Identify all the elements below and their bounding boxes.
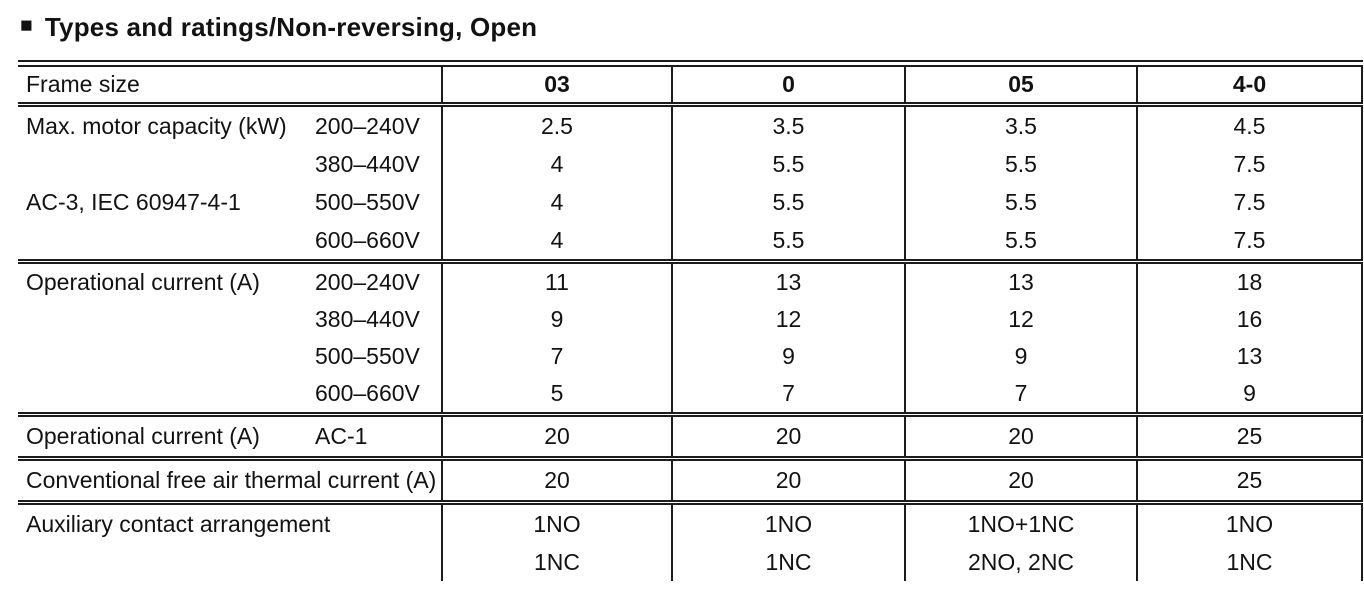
voltage-label: 500–550V xyxy=(315,189,420,215)
cell-value: 7 xyxy=(1014,380,1028,406)
section-title: ■ Types and ratings/Non-reversing, Open xyxy=(20,12,1364,42)
voltage-label: 200–240V xyxy=(315,269,420,295)
cell-value: 5.5 xyxy=(1005,227,1037,253)
voltage-labels: 200–240V 380–440V 500–550V 600–660V xyxy=(315,107,441,259)
row-label-standard: AC-3, IEC 60947-4-1 xyxy=(26,189,241,215)
cell-value: 20 xyxy=(904,456,1137,503)
cell-value: 13 xyxy=(775,269,802,295)
voltage-labels: 200–240V 380–440V 500–550V 600–660V xyxy=(315,264,441,412)
row-label: Operational current (A) xyxy=(26,423,260,449)
square-bullet-icon: ■ xyxy=(20,14,33,37)
cell-value: 13 xyxy=(1008,269,1034,295)
cell-value: 7 xyxy=(550,343,564,369)
voltage-label: 600–660V xyxy=(315,227,420,253)
row-label: Max. motor capacity (kW) xyxy=(26,113,287,139)
cell-value: 5 xyxy=(550,380,564,406)
row-label: Conventional free air thermal current (A… xyxy=(26,467,437,493)
cell-value: 13 xyxy=(1236,343,1263,369)
cell-value: 20 xyxy=(441,456,672,503)
cell-value: 5.5 xyxy=(1005,189,1037,215)
value-cell-col-0: 3.5 5.5 5.5 5.5 xyxy=(671,102,905,262)
cell-value: 4 xyxy=(550,227,564,253)
voltage-label: 200–240V xyxy=(315,113,420,139)
table-header-row: Frame size 03 0 05 4-0 xyxy=(18,60,1363,105)
section-motor-capacity: Max. motor capacity (kW) AC-3, IEC 60947… xyxy=(18,102,1363,262)
value-cell-col-0: 1NO 1NC xyxy=(671,500,905,581)
col-header-0: 0 xyxy=(671,60,905,105)
cell-value: 4.5 xyxy=(1233,113,1266,139)
value-cell-col-4-0: 18 16 13 9 xyxy=(1136,259,1363,415)
row-label: Operational current (A) xyxy=(26,269,260,295)
row-label-motor-capacity: Max. motor capacity (kW) AC-3, IEC 60947… xyxy=(18,107,315,259)
section-auxiliary-contacts: Auxiliary contact arrangement 1NO 1NC 1N… xyxy=(18,500,1363,581)
cell-value: 2NO, 2NC xyxy=(967,549,1075,575)
cell-value: 5.5 xyxy=(772,227,805,253)
cell-value: 20 xyxy=(904,412,1137,459)
cell-value: 2.5 xyxy=(541,113,573,139)
section-operational-current-ac1: Operational current (A) AC-1 20 20 20 25 xyxy=(18,412,1363,459)
value-cell-col-05: 13 12 9 7 xyxy=(904,259,1137,415)
voltage-label: 500–550V xyxy=(315,343,420,369)
cell-value: 4 xyxy=(550,189,564,215)
cell-value: 9 xyxy=(782,343,795,369)
cell-value: 1NC xyxy=(533,549,580,575)
voltage-label: 380–440V xyxy=(315,151,420,177)
cell-value: 7.5 xyxy=(1233,151,1266,177)
value-cell-col-4-0: 1NO 1NC xyxy=(1136,500,1363,581)
value-cell-col-05: 1NO+1NC 2NO, 2NC xyxy=(904,500,1137,581)
cell-value: 1NC xyxy=(1226,549,1273,575)
value-cell-col-03: 2.5 4 4 4 xyxy=(441,102,672,262)
cell-value: 1NO xyxy=(533,511,581,537)
datasheet-page: ■ Types and ratings/Non-reversing, Open … xyxy=(0,12,1364,609)
value-cell-col-4-0: 4.5 7.5 7.5 7.5 xyxy=(1136,102,1363,262)
cell-value: 7.5 xyxy=(1233,189,1266,215)
section-operational-current: Operational current (A) 200–240V 380–440… xyxy=(18,259,1363,415)
section-thermal-current: Conventional free air thermal current (A… xyxy=(18,456,1363,503)
cell-value: 20 xyxy=(671,412,905,459)
value-cell-col-03: 11 9 7 5 xyxy=(441,259,672,415)
value-cell-col-0: 13 12 9 7 xyxy=(671,259,905,415)
cell-value: 16 xyxy=(1236,306,1263,332)
value-cell-col-05: 3.5 5.5 5.5 5.5 xyxy=(904,102,1137,262)
cell-value: 5.5 xyxy=(1005,151,1037,177)
cell-value: 1NO xyxy=(1225,511,1274,537)
cell-value: 18 xyxy=(1236,269,1263,295)
cell-value: 1NC xyxy=(765,549,812,575)
row-label-operational-current: Operational current (A) xyxy=(18,264,315,412)
cell-value: 1NO+1NC xyxy=(967,511,1075,537)
cell-value: 3.5 xyxy=(772,113,805,139)
voltage-label: 600–660V xyxy=(315,380,420,406)
cell-value: 25 xyxy=(1136,412,1363,459)
ratings-table: Frame size 03 0 05 4-0 Max. motor capaci… xyxy=(18,60,1363,581)
col-header-05: 05 xyxy=(904,60,1137,105)
cell-value: 11 xyxy=(545,269,569,295)
cell-value: 1NO xyxy=(764,511,813,537)
frame-size-label: Frame size xyxy=(18,60,442,105)
row-label: Auxiliary contact arrangement xyxy=(26,511,331,537)
cell-value: 4 xyxy=(550,151,564,177)
cell-value: 9 xyxy=(550,306,564,332)
cell-value: 12 xyxy=(1008,306,1034,332)
col-header-03: 03 xyxy=(441,60,672,105)
cell-value: 5.5 xyxy=(772,189,805,215)
section-title-text: Types and ratings/Non-reversing, Open xyxy=(44,12,538,42)
cell-value: 9 xyxy=(1243,380,1256,406)
cell-value: 5.5 xyxy=(772,151,805,177)
value-cell-col-03: 1NO 1NC xyxy=(441,500,672,581)
cell-value: 7.5 xyxy=(1233,227,1266,253)
cell-value: 20 xyxy=(441,412,672,459)
cell-value: 7 xyxy=(782,380,795,406)
cell-value: 25 xyxy=(1136,456,1363,503)
utilization-category-label: AC-1 xyxy=(315,423,368,449)
cell-value: 9 xyxy=(1014,343,1028,369)
cell-value: 12 xyxy=(775,306,802,332)
voltage-label: 380–440V xyxy=(315,306,420,332)
cell-value: 20 xyxy=(671,456,905,503)
cell-value: 3.5 xyxy=(1005,113,1037,139)
col-header-4-0: 4-0 xyxy=(1136,60,1363,105)
